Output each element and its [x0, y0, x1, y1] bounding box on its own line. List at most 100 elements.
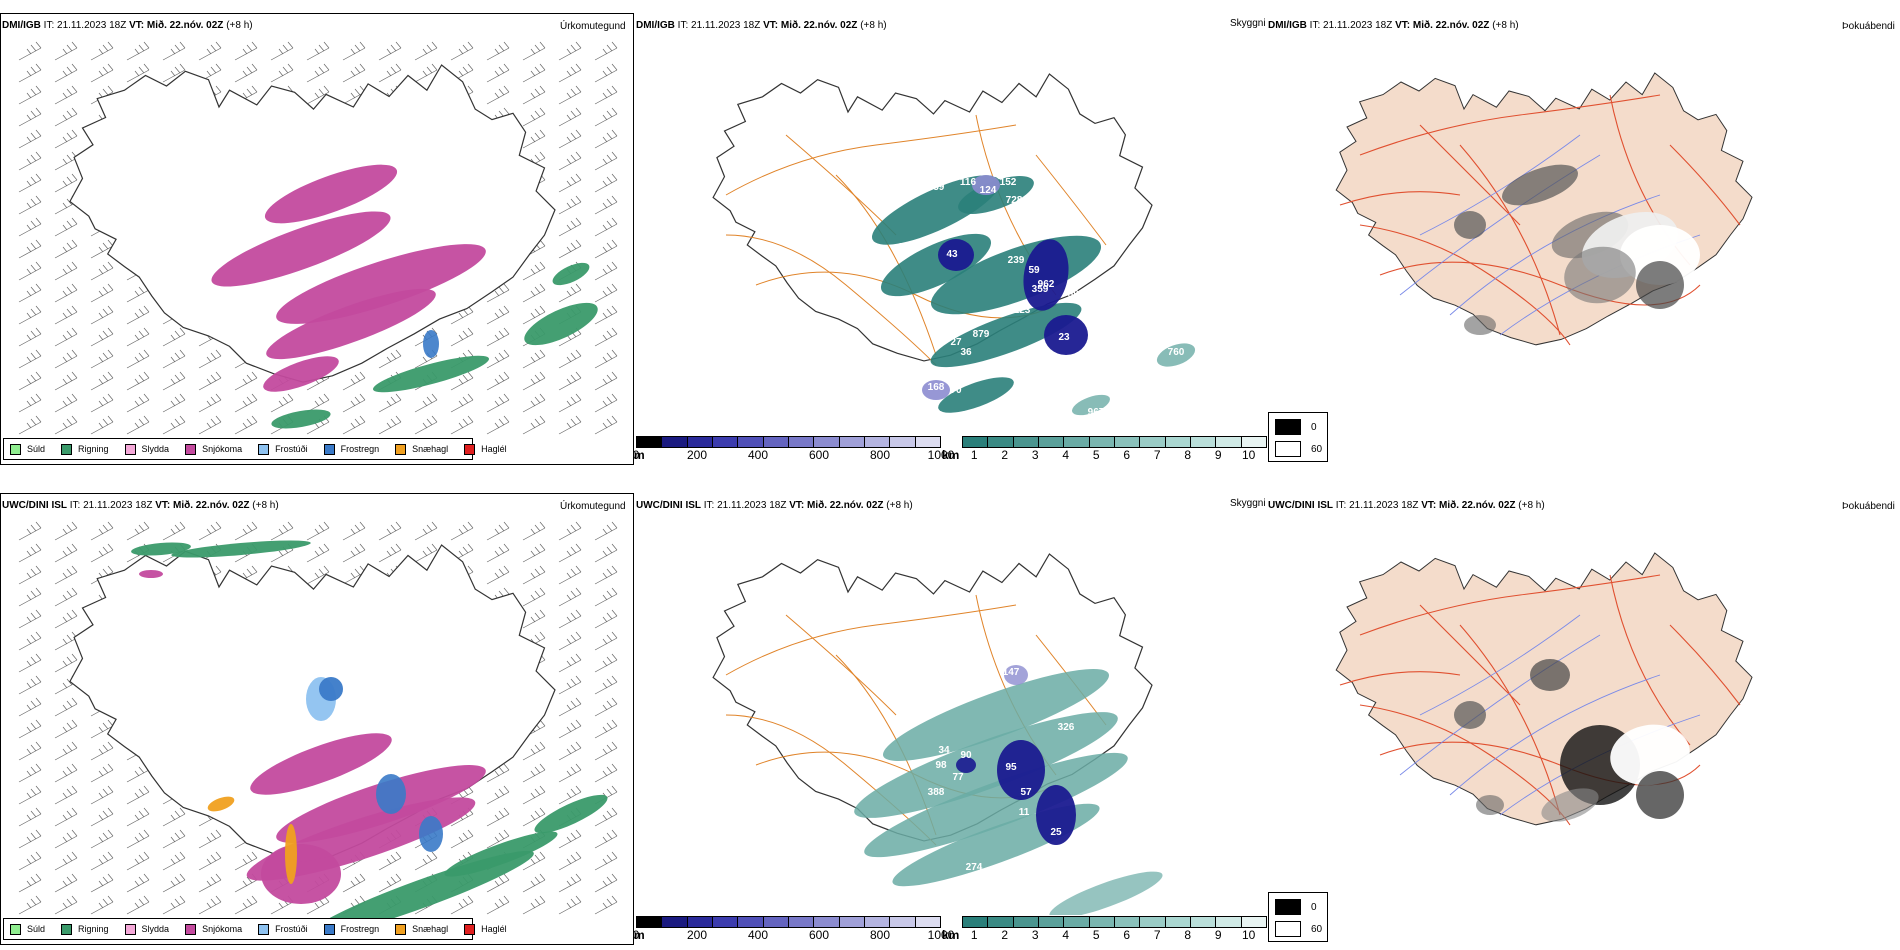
colorbar-segment [712, 917, 739, 927]
wind-barb [18, 609, 42, 629]
visibility-value: 967 [1088, 407, 1105, 418]
wind-barb [54, 653, 78, 673]
wind-barb [594, 41, 618, 61]
wind-barb [558, 675, 582, 695]
legend-label: Frostregn [340, 924, 380, 934]
vt-value: Mið. 22.nóv. 02Z [780, 20, 858, 31]
wind-barb [18, 631, 42, 651]
field-blob [1530, 659, 1570, 691]
colorbar-segment [738, 437, 764, 447]
lead-time: (+8 h) [1492, 20, 1519, 31]
colorbar-segment [963, 437, 989, 447]
field-blob [171, 540, 311, 558]
wind-barb [18, 217, 42, 237]
legend-item: Haglél [464, 923, 507, 935]
road-line [1609, 574, 1691, 746]
colorbar-tick-label: 1 [970, 448, 978, 462]
wind-barb [486, 63, 510, 83]
wind-barb [306, 63, 330, 83]
colorbar-tick-label: 8 [1184, 448, 1192, 462]
wind-barb [18, 785, 42, 805]
height-colorbar [636, 916, 941, 928]
wind-barb [558, 371, 582, 391]
wind-barb [594, 675, 618, 695]
wind-barb [126, 41, 150, 61]
visibility-value: 116 [960, 177, 977, 188]
wind-barb [54, 63, 78, 83]
wind-barb [486, 283, 510, 303]
wind-barb [558, 631, 582, 651]
wind-barb [126, 829, 150, 849]
wind-barb [486, 873, 510, 893]
legend-item: Frostregn [323, 443, 379, 455]
wind-barb [90, 873, 114, 893]
vt-value: Mið. 22.nóv. 02Z [1412, 20, 1490, 31]
colorbar-tick-label: 800 [869, 448, 891, 462]
wind-barb [450, 415, 474, 435]
visibility-value: 359 [1032, 284, 1049, 295]
wind-barb [90, 521, 114, 541]
colorbar-segment [687, 917, 713, 927]
legend-label: Rigning [78, 444, 109, 454]
field-blob [524, 302, 598, 346]
visibility-value: 359 [928, 182, 945, 193]
wind-barb [594, 173, 618, 193]
wind-barb [486, 41, 510, 61]
height-colorbar [636, 436, 941, 448]
visibility-value: 141 [1028, 211, 1045, 222]
wind-barb [54, 327, 78, 347]
colorbar-segment [1114, 917, 1141, 927]
colorbar-segment [662, 437, 688, 447]
colorbar-segment [988, 437, 1014, 447]
wind-barb [342, 371, 366, 391]
wind-barb [522, 415, 546, 435]
km-unit: km [942, 448, 960, 462]
colorbar-tick-label: 0 [632, 928, 640, 942]
wind-barb [162, 873, 186, 893]
wind-barb [18, 895, 42, 915]
wind-barb [594, 829, 618, 849]
model-name: UWC/DINI ISL [1268, 500, 1333, 511]
wind-barb [486, 415, 510, 435]
wind-barb [558, 107, 582, 127]
field-blob [308, 850, 534, 938]
colorbar-segment [915, 917, 940, 927]
iceland-precip-map [18, 521, 618, 938]
legend-label: Snæhagl [412, 444, 449, 454]
wind-barb [234, 85, 258, 105]
wind-barb [90, 415, 114, 435]
wind-barb [90, 63, 114, 83]
panel-name-precip-type: Úrkomutegund [560, 21, 626, 32]
lead-time: (+8 h) [226, 20, 253, 31]
field-blob [261, 844, 341, 904]
field-blob [882, 669, 1110, 761]
it-value: 21.11.2023 18Z [83, 500, 153, 511]
colorbar-tick-label: 800 [869, 928, 891, 942]
visibility-value: 879 [973, 329, 990, 340]
height-unit: m [634, 928, 645, 942]
field-blob [854, 712, 1118, 818]
vt-label: VT: [155, 500, 171, 511]
iceland-fog-map [1335, 72, 1753, 346]
wind-barb [558, 393, 582, 413]
colorbar-segment [738, 917, 764, 927]
road-line [1669, 144, 1741, 226]
wind-barb [18, 239, 42, 259]
iceland-visibility-map: 359 1163515212472814126813843239593599621… [712, 73, 1196, 418]
wind-barb [522, 371, 546, 391]
field-blob [956, 757, 976, 773]
visibility-value: 268 [1034, 231, 1051, 242]
visibility-value: 760 [1168, 347, 1185, 358]
wind-barb [54, 697, 78, 717]
legend-item: Súld [10, 443, 45, 455]
road-line [1339, 671, 1461, 686]
river-line [1449, 674, 1661, 796]
wind-barb [18, 371, 42, 391]
precip-type-legend: Súld Rigning Slydda Snjókoma Frostúði Frostre… [3, 918, 507, 940]
visibility-value: 138 [898, 242, 915, 253]
wind-barb [162, 521, 186, 541]
wind-barb [54, 895, 78, 915]
it-value: 21.11.2023 18Z [691, 20, 761, 31]
legend-swatch [124, 923, 136, 935]
colorbar-segment [763, 437, 789, 447]
